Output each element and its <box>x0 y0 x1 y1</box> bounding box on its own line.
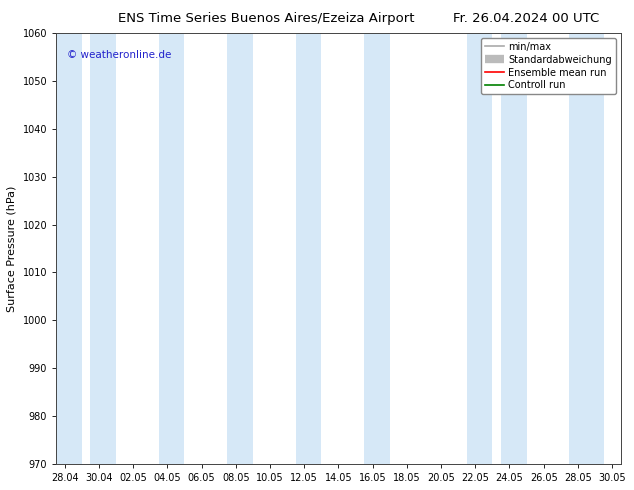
Bar <box>501 33 527 464</box>
Text: Fr. 26.04.2024 00 UTC: Fr. 26.04.2024 00 UTC <box>453 12 599 25</box>
Bar <box>158 33 184 464</box>
Bar <box>569 33 604 464</box>
Text: ENS Time Series Buenos Aires/Ezeiza Airport: ENS Time Series Buenos Aires/Ezeiza Airp… <box>118 12 415 25</box>
Y-axis label: Surface Pressure (hPa): Surface Pressure (hPa) <box>7 185 17 312</box>
Legend: min/max, Standardabweichung, Ensemble mean run, Controll run: min/max, Standardabweichung, Ensemble me… <box>481 38 616 95</box>
Bar <box>295 33 321 464</box>
Bar <box>467 33 493 464</box>
Bar <box>364 33 390 464</box>
Bar <box>56 33 82 464</box>
Bar <box>227 33 253 464</box>
Text: © weatheronline.de: © weatheronline.de <box>67 50 172 60</box>
Bar <box>91 33 116 464</box>
